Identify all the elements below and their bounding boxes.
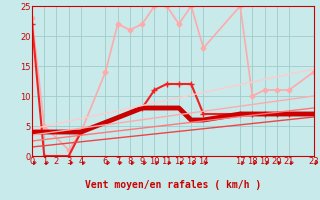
X-axis label: Vent moyen/en rafales ( km/h ): Vent moyen/en rafales ( km/h ) — [85, 180, 261, 190]
